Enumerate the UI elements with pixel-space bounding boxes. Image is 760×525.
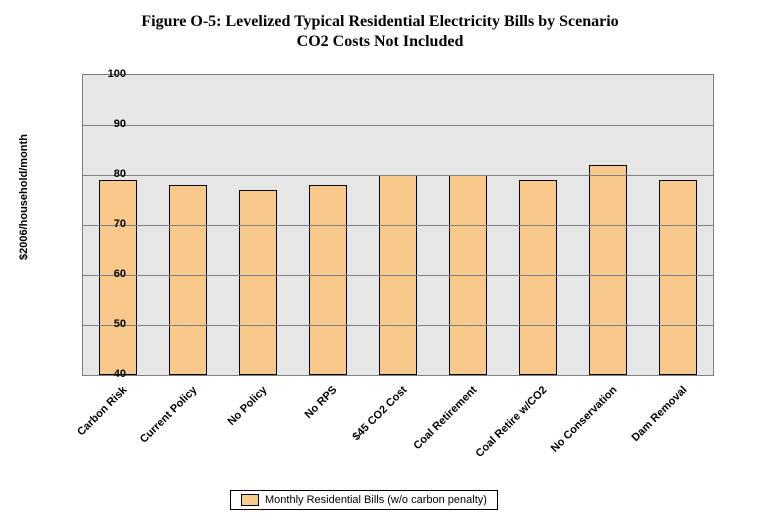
plot-area xyxy=(82,74,714,376)
y-tick-label: 80 xyxy=(90,168,126,180)
x-tick-label: Dam Removal xyxy=(610,384,689,463)
x-tick-label: Current Policy xyxy=(120,384,199,463)
bar xyxy=(169,185,208,375)
chart-container: Figure O-5: Levelized Typical Residentia… xyxy=(0,0,760,525)
x-tick-label: No RPS xyxy=(260,384,339,463)
gridline xyxy=(83,275,713,276)
x-tick-label: Coal Retirement xyxy=(400,384,479,463)
chart-title: Figure O-5: Levelized Typical Residentia… xyxy=(0,12,760,52)
gridline xyxy=(83,225,713,226)
bar xyxy=(239,190,278,375)
x-axis-labels: Carbon RiskCurrent PolicyNo PolicyNo RPS… xyxy=(82,380,712,490)
gridline xyxy=(83,125,713,126)
y-tick-label: 40 xyxy=(90,368,126,380)
y-tick-label: 70 xyxy=(90,218,126,230)
y-tick-label: 90 xyxy=(90,118,126,130)
y-tick-label: 50 xyxy=(90,318,126,330)
x-tick-label: Carbon Risk xyxy=(50,384,129,463)
bar xyxy=(589,165,628,375)
legend-label: Monthly Residential Bills (w/o carbon pe… xyxy=(265,494,487,506)
x-tick-label: $45 CO2 Cost xyxy=(330,384,409,463)
gridline xyxy=(83,325,713,326)
bar xyxy=(519,180,558,375)
gridline xyxy=(83,175,713,176)
bar xyxy=(309,185,348,375)
y-tick-label: 100 xyxy=(90,68,126,80)
title-line2: CO2 Costs Not Included xyxy=(297,33,464,50)
bar xyxy=(659,180,698,375)
legend: Monthly Residential Bills (w/o carbon pe… xyxy=(230,490,498,510)
legend-swatch xyxy=(241,494,259,506)
x-tick-label: No Policy xyxy=(190,384,269,463)
y-tick-label: 60 xyxy=(90,268,126,280)
y-axis-label: $2006/household/month xyxy=(18,134,30,260)
x-tick-label: Coal Retire w/CO2 xyxy=(470,384,549,463)
title-line1: Figure O-5: Levelized Typical Residentia… xyxy=(141,13,618,30)
x-tick-label: No Conservation xyxy=(540,384,619,463)
